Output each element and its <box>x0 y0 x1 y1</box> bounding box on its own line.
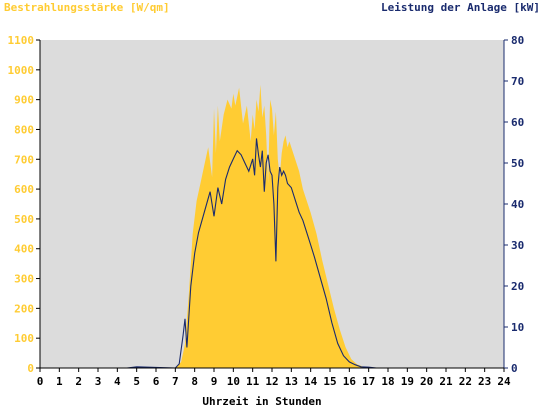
x-tick-label: 22 <box>459 375 472 388</box>
x-tick-label: 23 <box>478 375 491 388</box>
x-tick-label: 3 <box>95 375 102 388</box>
x-tick-label: 14 <box>304 375 318 388</box>
x-tick-label: 20 <box>420 375 433 388</box>
x-tick-label: 2 <box>75 375 82 388</box>
x-tick-label: 16 <box>343 375 357 388</box>
x-tick-label: 11 <box>246 375 260 388</box>
x-tick-label: 5 <box>133 375 140 388</box>
x-tick-label: 8 <box>191 375 198 388</box>
right-tick-label: 20 <box>511 280 524 293</box>
right-tick-label: 10 <box>511 321 524 334</box>
x-tick-label: 17 <box>362 375 375 388</box>
left-tick-label: 1100 <box>8 34 35 47</box>
x-tick-label: 15 <box>323 375 336 388</box>
left-tick-label: 1000 <box>8 64 35 77</box>
x-tick-label: 7 <box>172 375 179 388</box>
right-tick-label: 0 <box>511 362 518 375</box>
x-tick-label: 9 <box>211 375 218 388</box>
x-tick-label: 4 <box>114 375 121 388</box>
irradiance-area <box>40 84 504 368</box>
x-tick-label: 6 <box>153 375 160 388</box>
left-tick-label: 100 <box>14 332 34 345</box>
right-tick-label: 30 <box>511 239 524 252</box>
left-axis-title: Bestrahlungsstärke [W/qm] <box>4 1 170 14</box>
left-tick-label: 500 <box>14 213 34 226</box>
x-tick-label: 13 <box>285 375 298 388</box>
left-tick-label: 0 <box>27 362 34 375</box>
left-tick-label: 200 <box>14 302 34 315</box>
x-tick-label: 12 <box>265 375 278 388</box>
x-axis-title: Uhrzeit in Stunden <box>202 395 321 408</box>
x-tick-label: 19 <box>401 375 414 388</box>
left-tick-label: 700 <box>14 153 34 166</box>
x-tick-label: 18 <box>381 375 394 388</box>
right-tick-label: 80 <box>511 34 524 47</box>
x-tick-label: 1 <box>56 375 63 388</box>
left-tick-label: 800 <box>14 123 34 136</box>
x-tick-label: 0 <box>37 375 44 388</box>
left-tick-label: 600 <box>14 183 34 196</box>
left-tick-label: 900 <box>14 94 34 107</box>
left-tick-label: 400 <box>14 243 34 256</box>
x-tick-label: 24 <box>497 375 511 388</box>
right-tick-label: 60 <box>511 116 524 129</box>
right-axis-title: Leistung der Anlage [kW] <box>381 1 540 14</box>
left-tick-label: 300 <box>14 273 34 286</box>
right-tick-label: 50 <box>511 157 524 170</box>
x-tick-label: 10 <box>227 375 240 388</box>
right-tick-label: 40 <box>511 198 524 211</box>
power-line <box>40 138 504 369</box>
x-tick-label: 21 <box>439 375 453 388</box>
right-tick-label: 70 <box>511 75 524 88</box>
